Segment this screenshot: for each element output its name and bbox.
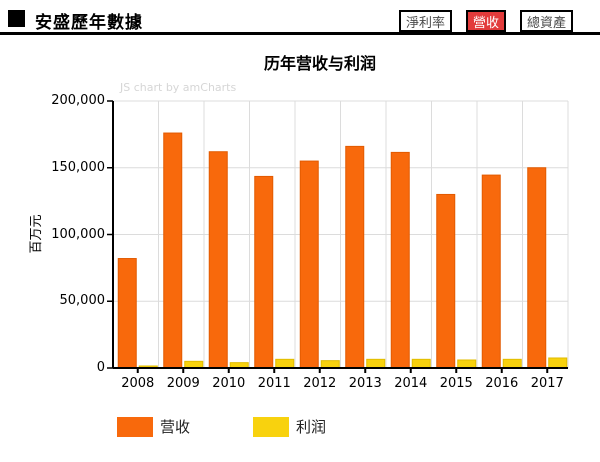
y-tick-label: 200,000 — [51, 93, 105, 108]
header-button-group: 淨利率 營收 總資產 — [398, 10, 573, 32]
bar-营收-2014[interactable] — [390, 151, 410, 369]
x-tick-label-2009: 2009 — [166, 376, 200, 391]
header-divider — [0, 32, 600, 35]
bar-利润-2016[interactable] — [502, 358, 522, 369]
legend-label-revenue: 营收 — [160, 418, 191, 436]
chart-region: 历年营收与利润 JS chart by amCharts 百万元 0 50,000… — [0, 40, 600, 462]
y-tick-label: 100,000 — [51, 226, 105, 242]
bar-营收-2010[interactable] — [208, 151, 228, 369]
bar-利润-2015[interactable] — [457, 359, 477, 369]
legend-label-profit: 利润 — [296, 418, 327, 436]
bar-营收-2009[interactable] — [163, 132, 183, 369]
y-axis-title: 百万元 — [29, 214, 44, 254]
bar-营收-2015[interactable] — [436, 193, 456, 369]
x-tick-label-2012: 2012 — [303, 376, 337, 391]
x-tick-label-2008: 2008 — [121, 376, 155, 391]
legend-swatch-profit — [253, 416, 289, 437]
y-tick-label: 0 — [96, 360, 105, 375]
revenue-button[interactable]: 營收 — [465, 10, 506, 32]
bar-利润-2009[interactable] — [184, 360, 204, 369]
bar-营收-2008[interactable] — [117, 258, 137, 369]
legend-swatch-revenue — [117, 416, 153, 437]
header: 安盛歷年數據 淨利率 營收 總資產 — [0, 0, 600, 35]
legend-item-profit[interactable]: 利润 — [253, 416, 326, 437]
y-tick-label: 150,000 — [51, 159, 105, 175]
net-margin-button[interactable]: 淨利率 — [398, 10, 452, 32]
chart-canvas — [107, 100, 569, 373]
bar-利润-2013[interactable] — [366, 358, 386, 369]
y-tick-label: 50,000 — [59, 293, 106, 309]
x-tick-label-2010: 2010 — [212, 376, 246, 391]
x-tick-label-2015: 2015 — [439, 376, 473, 391]
black-square-icon — [8, 10, 25, 27]
bar-营收-2017[interactable] — [527, 167, 547, 369]
bar-营收-2011[interactable] — [254, 175, 274, 369]
legend: 营收 利润 — [0, 416, 600, 438]
bar-营收-2012[interactable] — [299, 160, 319, 369]
x-tick-label-2016: 2016 — [485, 376, 519, 391]
chart-title: 历年营收与利润 — [263, 54, 376, 73]
page-title: 安盛歷年數據 — [35, 13, 143, 32]
x-tick-label-2011: 2011 — [257, 376, 291, 391]
total-assets-button[interactable]: 總資產 — [519, 10, 573, 32]
x-tick-label-2017: 2017 — [530, 376, 564, 391]
bar-利润-2011[interactable] — [275, 358, 295, 369]
bar-营收-2013[interactable] — [345, 145, 365, 369]
x-tick-label-2014: 2014 — [394, 376, 428, 391]
amcharts-watermark[interactable]: JS chart by amCharts — [120, 81, 237, 94]
bar-营收-2016[interactable] — [481, 174, 501, 369]
x-tick-label-2013: 2013 — [348, 376, 382, 391]
legend-item-revenue[interactable]: 营收 — [117, 416, 190, 437]
bar-利润-2014[interactable] — [411, 358, 431, 369]
bar-利润-2012[interactable] — [320, 360, 340, 369]
bar-利润-2017[interactable] — [548, 357, 568, 369]
